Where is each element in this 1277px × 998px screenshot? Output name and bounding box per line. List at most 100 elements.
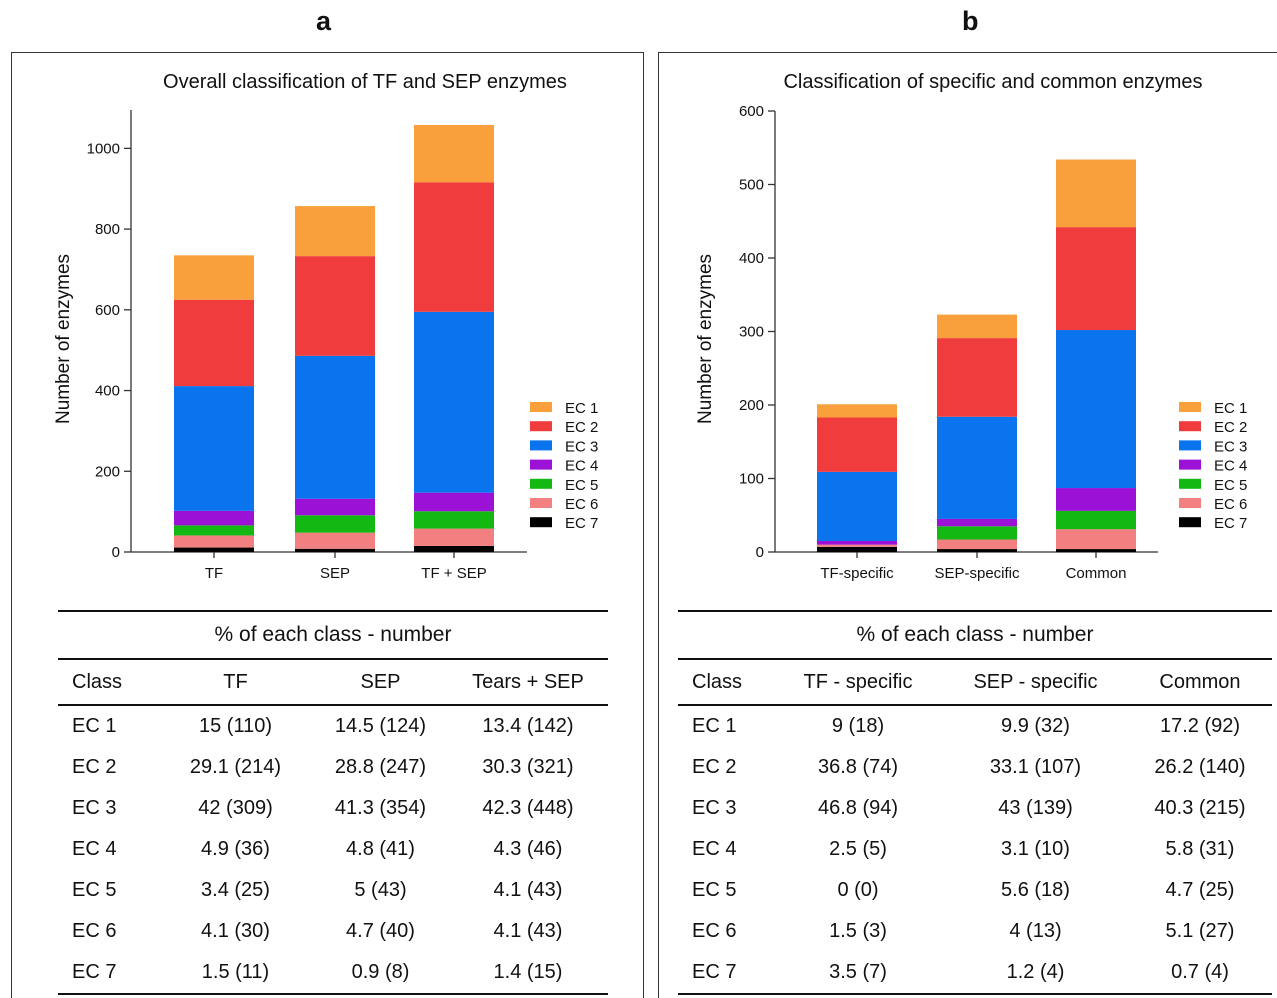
legend-label: EC 1 [565, 400, 598, 417]
table-row: EC 1 15 (110) 14.5 (124) 13.4 (142) [58, 705, 608, 747]
table-cell: EC 4 [692, 838, 737, 860]
legend-label: EC 5 [1214, 477, 1247, 494]
table-cell: 13.4 (142) [482, 715, 574, 737]
table-cell: 43 (139) [998, 797, 1073, 819]
legend-label: EC 4 [565, 458, 598, 475]
legend-label: EC 1 [1214, 400, 1247, 417]
chart-title: Classification of specific and common en… [783, 71, 1202, 93]
table-cell: 5.1 (27) [1165, 920, 1235, 942]
table-cell: 9.9 (32) [1001, 715, 1070, 737]
x-tick-label: TF-specific [820, 565, 894, 582]
bar-segment-ec-3 [1056, 330, 1136, 489]
table-cell: 9 (18) [831, 715, 885, 737]
bar-segment-ec-2 [1056, 227, 1136, 331]
table-cell: EC 6 [72, 920, 117, 942]
chart-b: Classification of specific and common en… [695, 71, 1247, 582]
legend-label: EC 2 [565, 419, 598, 436]
table-cell: EC 1 [72, 715, 117, 737]
table-cell: 3.5 (7) [773, 952, 943, 995]
table-cell: 5 (43) [354, 879, 407, 901]
bar-segment-ec-2 [817, 417, 897, 472]
x-tick-label: TF + SEP [421, 565, 486, 582]
table-cell: 15 (110) [198, 715, 272, 737]
x-tick-label: SEP [320, 565, 350, 582]
column-header: Class [678, 658, 773, 706]
y-axis-label: Number of enzymes [53, 254, 74, 424]
bar-segment-ec-2 [174, 299, 254, 387]
bar-segment-ec-5 [174, 525, 254, 536]
legend-label: EC 4 [1214, 458, 1247, 475]
table-caption: % of each class - number [58, 610, 608, 659]
table-cell: EC 5 [692, 879, 737, 901]
column-header: SEP [313, 658, 448, 706]
bar-segment-ec-3 [174, 386, 254, 511]
table-cell: 4.9 (36) [201, 838, 270, 860]
table-cell: 26.2 (140) [1154, 756, 1246, 778]
legend-label: EC 6 [565, 496, 598, 513]
legend-label: EC 3 [1214, 438, 1247, 455]
table-cell: 1.5 (11) [158, 952, 313, 995]
table-a: % of each class - number Class TF SEP Te… [58, 610, 608, 995]
chart-a: Overall classification of TF and SEP enz… [53, 71, 598, 582]
bar-segment-ec-4 [937, 518, 1017, 527]
legend-swatch [530, 498, 552, 508]
bar-segment-ec-7 [414, 545, 494, 552]
column-header: SEP - specific [943, 658, 1128, 706]
table-cell: 3.4 (25) [201, 879, 270, 901]
table-row: EC 5 3.4 (25) 5 (43) 4.1 (43) [58, 870, 608, 911]
bar-segment-ec-7 [817, 546, 897, 552]
table-cell: 4.1 (43) [493, 879, 563, 901]
table-cell: 0.9 (8) [313, 952, 448, 995]
y-tick-label: 500 [739, 177, 764, 194]
table-b: % of each class - number Class TF - spec… [678, 610, 1272, 995]
legend-swatch [530, 440, 552, 451]
table-cell: EC 4 [72, 838, 117, 860]
table-cell: 40.3 (215) [1154, 797, 1246, 819]
table-cell: 4.3 (46) [493, 838, 563, 860]
table-cell: 42 (309) [198, 797, 273, 819]
table-row: EC 4 4.9 (36) 4.8 (41) 4.3 (46) [58, 829, 608, 870]
legend-swatch [530, 517, 552, 528]
table-cell: 0 (0) [837, 879, 879, 901]
y-tick-label: 0 [112, 544, 120, 561]
y-tick-label: 0 [756, 544, 764, 561]
legend-swatch [1179, 459, 1201, 470]
table-cell: 17.2 (92) [1159, 715, 1241, 737]
table-cell: 42.3 (448) [482, 797, 574, 819]
table-row: EC 2 36.8 (74) 33.1 (107) 26.2 (140) [678, 747, 1272, 788]
table-cell: 1.2 (4) [943, 952, 1128, 995]
table-cell: 5.8 (31) [1165, 838, 1235, 860]
column-header: TF - specific [773, 658, 943, 706]
table-cell: 1.4 (15) [448, 952, 608, 995]
table-cell: 36.8 (74) [817, 756, 899, 778]
x-tick-label: SEP-specific [934, 565, 1020, 582]
bar-segment-ec-2 [414, 182, 494, 312]
bar-segment-ec-4 [295, 498, 375, 516]
table-cell: EC 6 [692, 920, 737, 942]
table-row: EC 5 0 (0) 5.6 (18) 4.7 (25) [678, 870, 1272, 911]
table-cell: 4.1 (30) [201, 920, 270, 942]
y-tick-label: 600 [739, 103, 764, 120]
y-tick-label: 600 [95, 302, 120, 319]
y-tick-label: 100 [739, 471, 764, 488]
bar-segment-ec-7 [295, 548, 375, 552]
bar-segment-ec-4 [1056, 488, 1136, 511]
bar-segment-ec-4 [817, 540, 897, 545]
table-row: EC 1 9 (18) 9.9 (32) 17.2 (92) [678, 705, 1272, 747]
y-axis-label: Number of enzymes [695, 254, 716, 424]
x-tick-label: TF [205, 565, 223, 582]
bar-segment-ec-5 [295, 515, 375, 533]
table-cell: EC 3 [692, 797, 737, 819]
chart-title: Overall classification of TF and SEP enz… [163, 71, 567, 93]
bar-segment-ec-1 [937, 314, 1017, 339]
column-header: TF [158, 658, 313, 706]
y-tick-label: 1000 [87, 140, 120, 157]
table-cell: EC 2 [72, 756, 117, 778]
y-tick-label: 200 [95, 463, 120, 480]
bar-segment-ec-6 [937, 539, 1017, 550]
table-cell: EC 3 [72, 797, 117, 819]
legend-label: EC 7 [1214, 515, 1247, 532]
legend-label: EC 3 [565, 438, 598, 455]
bar-segment-ec-5 [937, 526, 1017, 540]
bar-segment-ec-1 [295, 206, 375, 257]
